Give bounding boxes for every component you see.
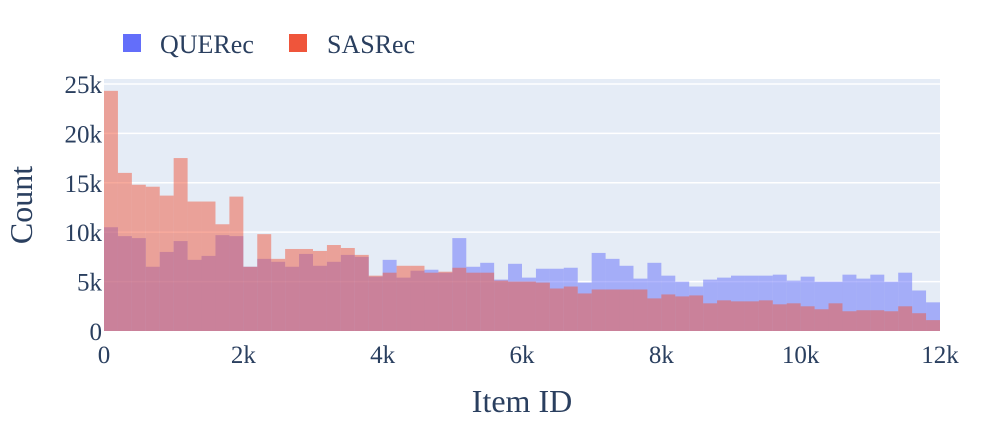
bar-sasrec-22[interactable]	[410, 265, 425, 331]
bar-sasrec-24[interactable]	[438, 271, 453, 331]
x-axis-title: Item ID	[472, 383, 572, 419]
bar-sasrec-9[interactable]	[229, 196, 244, 331]
bar-sasrec-36[interactable]	[605, 289, 620, 331]
bar-sasrec-37[interactable]	[619, 289, 634, 331]
bars	[104, 90, 940, 331]
bar-sasrec-52[interactable]	[828, 303, 843, 331]
bar-sasrec-39[interactable]	[647, 298, 662, 331]
bar-sasrec-4[interactable]	[159, 195, 174, 331]
x-tick-labels: 0 2k 4k 6k 8k 10k 12k	[98, 342, 960, 369]
y-tick-label-4: 20k	[65, 121, 103, 148]
bar-sasrec-41[interactable]	[675, 296, 690, 331]
y-tick-label-2: 10k	[65, 220, 103, 247]
bar-sasrec-40[interactable]	[661, 294, 676, 331]
bar-sasrec-59[interactable]	[926, 320, 940, 331]
y-tick-label-5: 25k	[65, 72, 103, 99]
bar-sasrec-49[interactable]	[786, 303, 801, 331]
bar-sasrec-7[interactable]	[201, 201, 216, 331]
bar-sasrec-21[interactable]	[396, 265, 411, 331]
bar-sasrec-35[interactable]	[591, 289, 606, 331]
legend-item-querec[interactable]: QUERec	[123, 30, 254, 59]
bar-sasrec-12[interactable]	[271, 258, 286, 331]
bar-sasrec-44[interactable]	[717, 300, 731, 331]
x-tick-label-5: 10k	[782, 342, 820, 369]
bar-sasrec-34[interactable]	[577, 293, 592, 331]
bar-sasrec-27[interactable]	[480, 272, 495, 331]
bar-sasrec-50[interactable]	[800, 306, 815, 331]
bar-sasrec-2[interactable]	[131, 184, 146, 331]
y-tick-label-3: 15k	[65, 171, 103, 198]
bar-sasrec-54[interactable]	[856, 310, 871, 331]
bar-sasrec-18[interactable]	[354, 254, 369, 331]
y-tick-labels: 0 5k 10k 15k 20k 25k	[65, 72, 103, 346]
bar-sasrec-6[interactable]	[187, 201, 202, 331]
bar-sasrec-16[interactable]	[326, 245, 341, 331]
legend-label-sasrec: SASRec	[327, 30, 415, 59]
y-tick-label-0: 0	[90, 319, 103, 346]
bar-sasrec-46[interactable]	[744, 301, 759, 331]
legend-swatch-sasrec	[289, 34, 307, 52]
bar-sasrec-31[interactable]	[535, 282, 550, 331]
bar-sasrec-17[interactable]	[340, 247, 355, 331]
bar-sasrec-25[interactable]	[452, 267, 467, 331]
legend-label-querec: QUERec	[160, 30, 254, 59]
bar-sasrec-33[interactable]	[563, 286, 578, 331]
bar-sasrec-58[interactable]	[912, 313, 927, 331]
bar-sasrec-55[interactable]	[870, 310, 885, 331]
bar-sasrec-38[interactable]	[633, 289, 648, 331]
bar-sasrec-8[interactable]	[215, 224, 230, 331]
bar-sasrec-26[interactable]	[466, 272, 481, 331]
x-tick-label-2: 4k	[370, 342, 396, 369]
legend-swatch-querec	[123, 34, 141, 52]
x-tick-label-6: 12k	[921, 342, 959, 369]
bar-sasrec-3[interactable]	[145, 186, 160, 331]
bar-sasrec-29[interactable]	[508, 281, 522, 331]
bar-sasrec-23[interactable]	[424, 272, 439, 331]
y-tick-label-1: 5k	[77, 270, 103, 297]
bar-sasrec-28[interactable]	[494, 280, 509, 331]
bar-sasrec-56[interactable]	[884, 311, 899, 331]
bar-sasrec-0[interactable]	[104, 90, 118, 331]
legend: QUERec SASRec	[123, 30, 415, 59]
bar-sasrec-48[interactable]	[772, 304, 787, 331]
bar-sasrec-5[interactable]	[173, 158, 188, 331]
bar-sasrec-15[interactable]	[313, 250, 327, 331]
y-axis-title: Count	[3, 166, 39, 244]
bar-sasrec-1[interactable]	[117, 172, 132, 331]
bar-sasrec-14[interactable]	[299, 248, 313, 331]
bar-sasrec-19[interactable]	[368, 275, 383, 331]
bar-sasrec-51[interactable]	[814, 309, 829, 331]
bar-sasrec-42[interactable]	[689, 295, 704, 331]
x-tick-label-1: 2k	[231, 342, 257, 369]
x-tick-label-4: 8k	[649, 342, 675, 369]
legend-item-sasrec[interactable]: SASRec	[289, 30, 415, 59]
bar-sasrec-13[interactable]	[285, 248, 300, 331]
bar-sasrec-20[interactable]	[382, 272, 397, 331]
bar-sasrec-53[interactable]	[842, 311, 857, 331]
bar-sasrec-47[interactable]	[758, 300, 773, 331]
bar-sasrec-10[interactable]	[243, 266, 258, 331]
bar-sasrec-57[interactable]	[898, 306, 913, 331]
bar-sasrec-30[interactable]	[522, 281, 536, 331]
bar-sasrec-32[interactable]	[549, 288, 564, 331]
x-tick-label-3: 6k	[510, 342, 536, 369]
bar-sasrec-11[interactable]	[257, 234, 272, 331]
x-tick-label-0: 0	[98, 342, 111, 369]
bar-sasrec-43[interactable]	[703, 303, 718, 331]
bar-sasrec-45[interactable]	[731, 301, 745, 331]
